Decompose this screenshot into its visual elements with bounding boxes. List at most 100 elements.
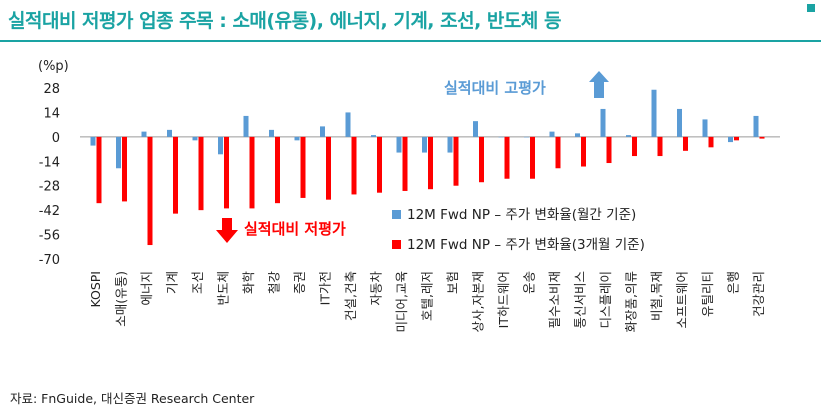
bar-3month: [555, 136, 561, 169]
bar-chart: (%p) 28 14 0 -14 -28 -42 -56 -70 KOSPI 소매(유통) 에너지…: [38, 59, 780, 333]
x-category-label: 에너지: [139, 271, 154, 306]
y-tick-label: -56: [39, 229, 60, 244]
title-divider: [0, 40, 821, 42]
bar-3month: [275, 136, 280, 204]
legend-label-3month: 12M Fwd NP – 주가 변화율(3개월 기준): [407, 237, 645, 253]
annotation-low-label: 실적대비 저평가: [244, 220, 346, 238]
bar-3month: [606, 136, 612, 164]
bar-monthly: [600, 108, 606, 137]
bar-3month: [351, 136, 357, 195]
bar-monthly: [626, 135, 631, 137]
bar-3month: [326, 136, 331, 200]
bar-monthly: [345, 112, 351, 137]
bar-monthly: [575, 133, 580, 137]
annotation-high: 실적대비 고평가: [444, 71, 609, 98]
bar-3month: [402, 136, 408, 191]
bar-monthly: [320, 126, 325, 137]
x-category-label: 자동차: [369, 271, 384, 306]
y-axis-ticks: 28 14 0 -14 -28 -42 -56 -70: [39, 82, 60, 268]
bar-3month: [683, 136, 688, 151]
x-category-label: 소프트웨어: [675, 271, 690, 329]
bar-monthly: [498, 136, 504, 138]
bar-3month: [734, 136, 739, 141]
bar-3month: [428, 136, 433, 190]
y-tick-label: -70: [39, 253, 60, 268]
bar-monthly: [243, 115, 249, 137]
y-tick-label: 28: [43, 82, 60, 97]
bar-3month: [249, 136, 255, 209]
x-category-label: 건강관리: [751, 271, 766, 317]
x-category-label: 기계: [165, 271, 180, 294]
bar-monthly: [294, 136, 300, 141]
legend-swatch-3month: [392, 240, 401, 249]
down-arrow-icon: [216, 218, 238, 243]
bar-monthly: [218, 136, 223, 155]
legend: 12M Fwd NP – 주가 변화율(월간 기준) 12M Fwd NP – …: [392, 207, 645, 253]
bars: [90, 89, 765, 246]
bar-monthly: [167, 129, 172, 137]
bar-monthly: [396, 136, 402, 153]
bar-3month: [581, 136, 586, 167]
bar-monthly: [702, 119, 708, 137]
bar-3month: [504, 136, 510, 179]
y-axis-label: (%p): [38, 59, 69, 74]
up-arrow-icon: [589, 71, 609, 98]
bar-3month: [453, 136, 459, 186]
x-category-label: IT하드웨어: [496, 271, 511, 328]
annotation-high-label: 실적대비 고평가: [444, 79, 546, 97]
x-category-label: 반도체: [216, 271, 231, 306]
page-title: 실적대비 저평가 업종 주목 : 소매(유통), 에너지, 기계, 조선, 반도…: [8, 10, 561, 32]
bar-3month: [657, 136, 663, 157]
bar-3month: [173, 136, 178, 214]
bar-3month: [479, 136, 484, 183]
legend-label-monthly: 12M Fwd NP – 주가 변화율(월간 기준): [407, 207, 636, 223]
bar-monthly: [677, 108, 682, 137]
x-category-label: 건설,건축: [343, 271, 358, 321]
bar-3month: [198, 136, 204, 211]
annotation-low: 실적대비 저평가: [216, 218, 346, 243]
bar-3month: [759, 136, 765, 139]
bar-monthly: [753, 115, 759, 137]
bar-3month: [377, 136, 382, 193]
x-category-label: 운송: [522, 271, 537, 294]
x-category-label: 조선: [190, 271, 205, 294]
x-category-label: 은행: [726, 271, 741, 294]
x-category-label: KOSPI: [88, 271, 103, 308]
x-category-label: IT가전: [318, 271, 333, 305]
y-tick-label: 0: [52, 131, 60, 146]
bar-3month: [300, 136, 306, 198]
bar-monthly: [473, 121, 478, 137]
x-category-label: 통신서비스: [573, 271, 588, 329]
bar-monthly: [651, 89, 657, 137]
y-tick-label: 14: [43, 106, 60, 121]
x-category-label: 보험: [445, 271, 460, 294]
bar-monthly: [116, 136, 121, 169]
bar-3month: [224, 136, 229, 209]
legend-swatch-monthly: [392, 210, 401, 219]
x-category-label: 호텔,레저: [420, 271, 435, 321]
y-tick-label: -42: [39, 204, 60, 219]
bar-monthly: [549, 131, 555, 137]
x-category-label: 필수소비재: [547, 271, 562, 329]
bar-3month: [632, 136, 637, 157]
bar-monthly: [141, 131, 147, 137]
bar-3month: [530, 136, 535, 179]
bar-monthly: [728, 136, 733, 143]
bar-monthly: [422, 136, 427, 153]
bar-monthly: [269, 129, 274, 137]
corner-marker: [807, 4, 815, 12]
bar-monthly: [447, 136, 453, 153]
bar-monthly: [371, 135, 376, 137]
x-axis-category-labels: KOSPI 소매(유통) 에너지 기계 조선 반도체 화학 철강 증권 IT가전 건설,건축 자동차 미…: [88, 271, 766, 333]
y-tick-label: -28: [39, 180, 60, 195]
x-category-label: 철강: [267, 271, 282, 295]
bar-3month: [96, 136, 102, 204]
x-category-label: 화학: [241, 271, 256, 295]
bar-monthly: [90, 136, 96, 146]
x-category-label: 상사,자본재: [471, 271, 486, 332]
x-category-label: 미디어,교육: [394, 271, 409, 332]
source-note: 자료: FnGuide, 대신증권 Research Center: [10, 391, 255, 406]
bar-3month: [122, 136, 127, 202]
bar-monthly: [192, 136, 198, 141]
bar-3month: [708, 136, 714, 148]
